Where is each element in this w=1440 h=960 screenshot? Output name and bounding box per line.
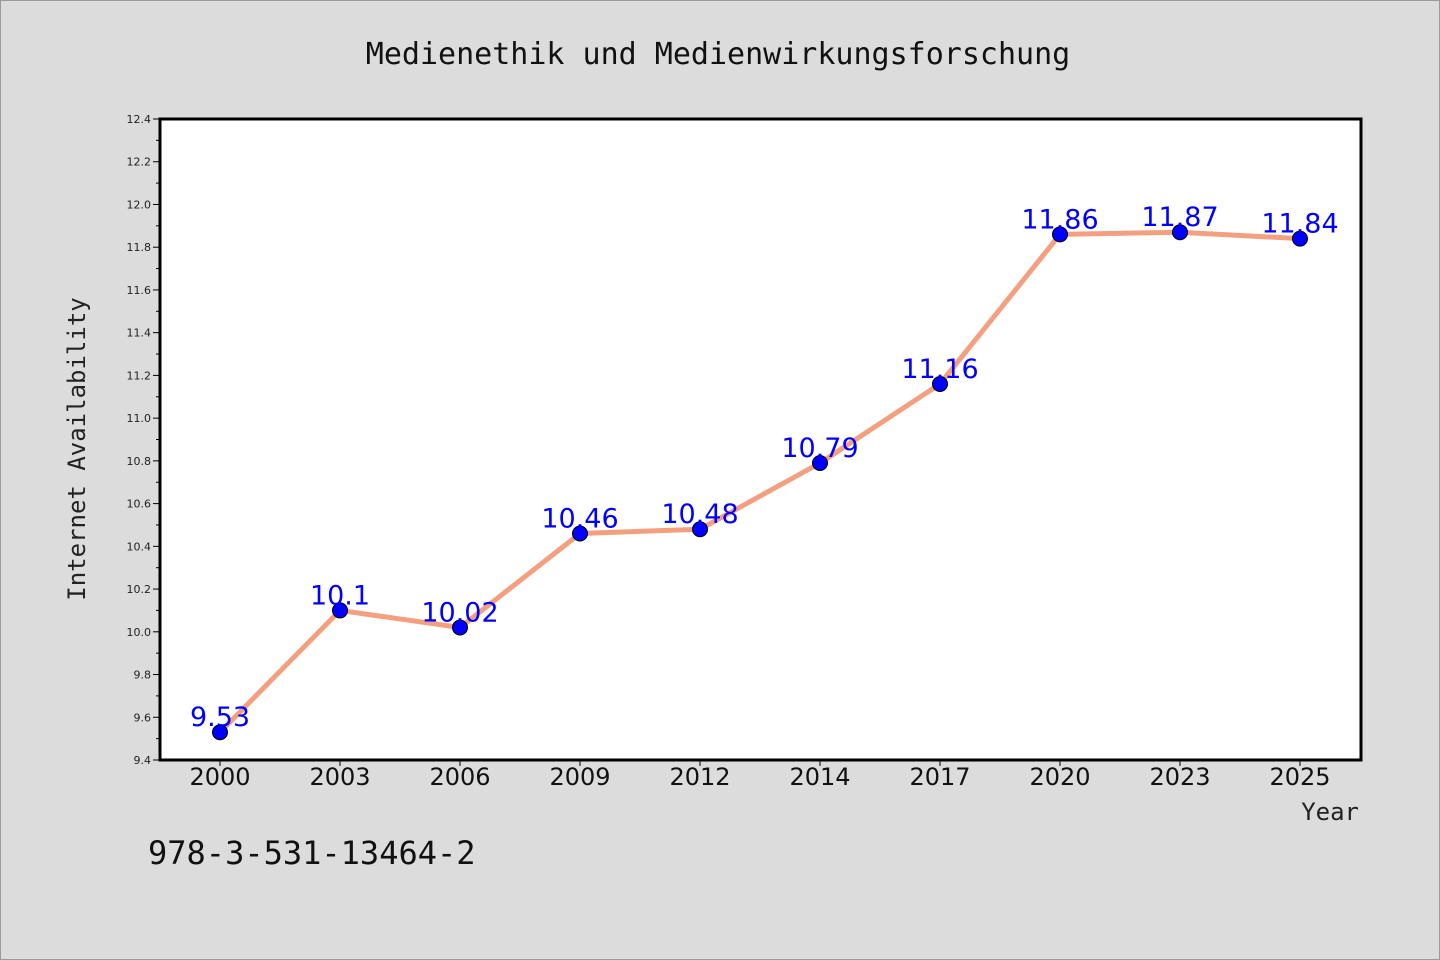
- plot-area: [158, 117, 1363, 762]
- data-label: 10.1: [310, 580, 370, 611]
- data-point: [932, 375, 948, 392]
- data-label: 10.48: [661, 499, 738, 530]
- y-tick-label: 12.4: [127, 113, 152, 126]
- data-label: 11.86: [1021, 204, 1098, 235]
- y-axis-title: Internet Availability: [63, 297, 91, 600]
- y-tick-label: 12.0: [127, 198, 152, 211]
- data-point: [572, 525, 588, 542]
- data-label: 11.16: [901, 354, 978, 385]
- x-axis-title: Year: [1301, 798, 1359, 826]
- data-labels: 9.53 10.1 10.02 10.46 10.48 10.79 11.16 11.86 11…: [190, 202, 1339, 733]
- x-tick-label: 2017: [909, 763, 970, 791]
- y-tick-label: 10.0: [127, 626, 152, 639]
- y-tick-label: 10.4: [127, 540, 152, 553]
- x-tick-label: 2003: [309, 763, 370, 791]
- data-point: [812, 455, 828, 472]
- series-line: [217, 229, 1303, 735]
- y-tick-label: 10.6: [127, 498, 152, 511]
- series-line-group: [217, 229, 1303, 735]
- x-tick-label: 2000: [189, 763, 250, 791]
- data-label: 10.79: [781, 433, 858, 464]
- data-point: [212, 724, 228, 741]
- data-label: 11.84: [1261, 209, 1338, 240]
- x-tick-label: 2014: [789, 763, 850, 791]
- chart-title: Medienethik und Medienwirkungsforschung: [366, 37, 1070, 72]
- data-point: [692, 521, 708, 538]
- data-point: [1172, 224, 1188, 241]
- data-label: 9.53: [190, 702, 250, 733]
- y-tick-label: 10.2: [127, 583, 152, 596]
- x-tick-label: 2009: [549, 763, 610, 791]
- data-points: [212, 224, 1308, 741]
- x-tick-label: 2006: [429, 763, 490, 791]
- y-tick-label: 9.8: [134, 669, 152, 682]
- y-tick-label: 11.2: [127, 369, 152, 382]
- data-point: [1052, 226, 1068, 243]
- x-tick-label: 2012: [669, 763, 730, 791]
- isbn-footnote: 978-3-531-13464-2: [148, 834, 476, 872]
- data-point: [332, 602, 348, 619]
- y-tick-label: 12.2: [127, 156, 152, 169]
- y-tick-label: 10.8: [127, 455, 152, 468]
- y-tick-label: 11.8: [127, 241, 152, 254]
- x-axis-ticks: 2000 2003 2006 2009 2012 2014 2017 2020 2023 2025: [189, 760, 1331, 791]
- y-tick-label: 9.4: [134, 754, 152, 767]
- y-tick-label: 11.0: [127, 412, 152, 425]
- data-point: [1292, 230, 1308, 247]
- data-point: [452, 619, 468, 636]
- data-label: 11.87: [1141, 202, 1218, 233]
- x-tick-label: 2020: [1029, 763, 1090, 791]
- x-tick-label: 2023: [1149, 763, 1210, 791]
- y-tick-label: 11.6: [127, 284, 152, 297]
- data-label: 10.02: [421, 598, 498, 629]
- y-tick-label: 9.6: [134, 711, 152, 724]
- y-tick-label: 11.4: [127, 327, 152, 340]
- x-tick-label: 2025: [1269, 763, 1330, 791]
- y-axis-ticks: 9.4 9.6 9.8 10.0 10.2 10.4 10.6 10.8 11.0 11.2 11.…: [127, 113, 160, 767]
- data-label: 10.46: [541, 504, 618, 535]
